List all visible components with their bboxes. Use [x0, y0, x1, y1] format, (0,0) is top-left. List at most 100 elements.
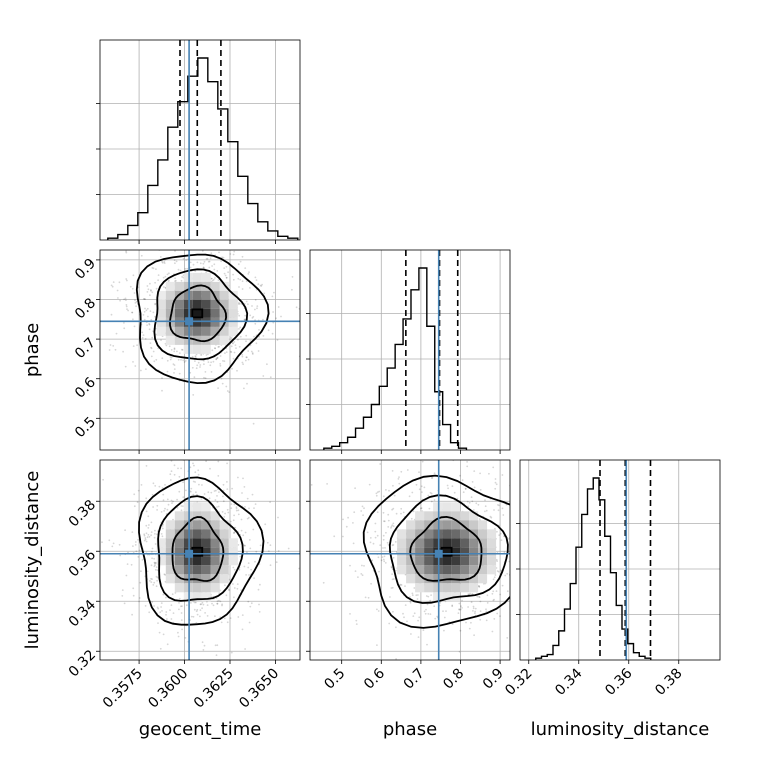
scatter-point-phase-vs-luminosity-distance: [415, 594, 418, 597]
scatter-point-geocent-time-vs-luminosity-distance: [166, 618, 168, 620]
scatter-point-phase-vs-luminosity-distance: [429, 491, 432, 494]
density-cell-geocent-time-vs-luminosity-distance: [165, 520, 175, 530]
scatter-point-geocent-time-vs-luminosity-distance: [171, 502, 173, 504]
contour-geocent-time-vs-phase-2: [135, 253, 270, 385]
density-cell-geocent-time-vs-phase: [228, 290, 238, 300]
density-cell-phase-vs-luminosity-distance: [478, 538, 488, 548]
scatter-point-geocent-time-vs-phase: [218, 345, 221, 348]
scatter-point-geocent-time-vs-luminosity-distance: [144, 605, 147, 607]
scatter-point-geocent-time-vs-phase: [189, 261, 192, 264]
scatter-point-geocent-time-vs-luminosity-distance: [156, 509, 159, 511]
density-cell-geocent-time-vs-luminosity-distance: [201, 520, 211, 530]
density-cell-phase-vs-luminosity-distance: [478, 520, 488, 530]
scatter-point-geocent-time-vs-luminosity-distance: [218, 599, 220, 602]
density-cell-phase-vs-luminosity-distance: [415, 574, 425, 584]
pair-panel-phase-vs-luminosity-distance: [306, 459, 511, 664]
scatter-point-phase-vs-luminosity-distance: [453, 491, 456, 494]
scatter-point-geocent-time-vs-luminosity-distance: [154, 568, 157, 571]
scatter-point-geocent-time-vs-phase: [259, 284, 262, 287]
density-cell-geocent-time-vs-luminosity-distance: [201, 556, 211, 566]
scatter-point-geocent-time-vs-luminosity-distance: [216, 602, 219, 605]
scatter-point-geocent-time-vs-luminosity-distance: [131, 531, 134, 533]
scatter-point-phase-vs-luminosity-distance: [361, 564, 363, 567]
scatter-point-geocent-time-vs-luminosity-distance: [199, 609, 202, 611]
scatter-point-geocent-time-vs-luminosity-distance: [222, 483, 225, 486]
scatter-point-geocent-time-vs-phase: [166, 273, 169, 276]
scatter-point-geocent-time-vs-phase: [209, 364, 212, 367]
scatter-point-geocent-time-vs-luminosity-distance: [181, 605, 183, 607]
scatter-point-geocent-time-vs-phase: [295, 306, 298, 309]
scatter-point-phase-vs-luminosity-distance: [493, 509, 495, 511]
scatter-point-geocent-time-vs-phase: [210, 371, 213, 373]
scatter-point-geocent-time-vs-luminosity-distance: [154, 564, 156, 566]
scatter-point-geocent-time-vs-luminosity-distance: [143, 533, 146, 536]
scatter-point-geocent-time-vs-luminosity-distance: [151, 557, 154, 560]
scatter-point-geocent-time-vs-luminosity-distance: [198, 483, 200, 486]
scatter-point-phase-vs-luminosity-distance: [493, 618, 496, 620]
ylabel-luminosity-distance: luminosity_distance: [22, 471, 43, 650]
scatter-point-geocent-time-vs-phase: [244, 314, 247, 317]
scatter-point-phase-vs-luminosity-distance: [399, 583, 402, 586]
scatter-point-geocent-time-vs-luminosity-distance: [157, 607, 160, 610]
scatter-point-phase-vs-luminosity-distance: [400, 470, 403, 473]
scatter-point-geocent-time-vs-phase: [145, 368, 147, 370]
scatter-point-geocent-time-vs-phase: [143, 298, 146, 300]
scatter-point-geocent-time-vs-luminosity-distance: [161, 525, 164, 527]
density-cell-phase-vs-luminosity-distance: [442, 511, 452, 521]
scatter-point-phase-vs-luminosity-distance: [377, 610, 380, 612]
scatter-point-geocent-time-vs-luminosity-distance: [233, 568, 236, 571]
scatter-point-geocent-time-vs-phase: [136, 344, 139, 347]
scatter-point-geocent-time-vs-luminosity-distance: [153, 561, 156, 564]
scatter-point-geocent-time-vs-luminosity-distance: [194, 471, 197, 474]
scatter-point-geocent-time-vs-phase: [217, 387, 220, 389]
scatter-point-geocent-time-vs-phase: [256, 307, 258, 310]
scatter-point-geocent-time-vs-luminosity-distance: [226, 481, 228, 483]
density-cell-geocent-time-vs-phase: [156, 317, 166, 327]
density-cell-geocent-time-vs-phase: [192, 272, 202, 282]
density-cell-phase-vs-luminosity-distance: [460, 547, 470, 557]
scatter-point-phase-vs-luminosity-distance: [371, 559, 374, 562]
scatter-point-geocent-time-vs-luminosity-distance: [239, 555, 242, 558]
scatter-point-phase-vs-luminosity-distance: [497, 504, 499, 506]
scatter-point-geocent-time-vs-luminosity-distance: [177, 635, 180, 638]
scatter-point-geocent-time-vs-luminosity-distance: [216, 644, 219, 647]
scatter-point-geocent-time-vs-luminosity-distance: [202, 603, 205, 606]
scatter-point-geocent-time-vs-luminosity-distance: [251, 493, 254, 496]
scatter-point-geocent-time-vs-luminosity-distance: [170, 460, 173, 462]
density-cell-geocent-time-vs-phase: [201, 299, 211, 309]
scatter-point-phase-vs-luminosity-distance: [418, 488, 421, 491]
scatter-point-geocent-time-vs-luminosity-distance: [229, 617, 232, 619]
density-cell-geocent-time-vs-luminosity-distance: [219, 556, 229, 566]
scatter-point-geocent-time-vs-luminosity-distance: [189, 466, 192, 469]
scatter-point-geocent-time-vs-phase: [212, 360, 215, 363]
scatter-point-geocent-time-vs-phase: [134, 299, 136, 302]
density-cell-phase-vs-luminosity-distance: [433, 592, 443, 602]
density-cell-phase-vs-luminosity-distance: [451, 565, 461, 575]
scatter-point-geocent-time-vs-phase: [141, 331, 144, 334]
scatter-point-geocent-time-vs-luminosity-distance: [192, 462, 194, 465]
scatter-point-geocent-time-vs-luminosity-distance: [257, 588, 260, 591]
scatter-point-phase-vs-luminosity-distance: [458, 608, 461, 611]
density-cell-geocent-time-vs-phase: [210, 335, 220, 345]
scatter-point-geocent-time-vs-phase: [257, 283, 260, 285]
scatter-point-phase-vs-luminosity-distance: [503, 551, 506, 554]
scatter-point-geocent-time-vs-luminosity-distance: [161, 487, 164, 489]
scatter-point-geocent-time-vs-luminosity-distance: [237, 616, 240, 618]
scatter-point-phase-vs-luminosity-distance: [501, 507, 504, 510]
scatter-point-geocent-time-vs-phase: [233, 351, 236, 354]
scatter-point-geocent-time-vs-luminosity-distance: [163, 510, 166, 512]
scatter-point-phase-vs-luminosity-distance: [342, 535, 344, 538]
scatter-point-phase-vs-luminosity-distance: [433, 499, 436, 501]
density-cell-phase-vs-luminosity-distance: [415, 538, 425, 548]
scatter-point-geocent-time-vs-luminosity-distance: [170, 470, 173, 473]
scatter-point-phase-vs-luminosity-distance: [379, 463, 382, 465]
scatter-point-geocent-time-vs-luminosity-distance: [150, 577, 152, 580]
scatter-point-geocent-time-vs-phase: [244, 318, 247, 321]
scatter-point-geocent-time-vs-luminosity-distance: [150, 531, 153, 533]
density-cell-geocent-time-vs-phase: [174, 335, 184, 345]
scatter-point-geocent-time-vs-phase: [221, 256, 224, 259]
scatter-point-geocent-time-vs-phase: [239, 326, 242, 329]
scatter-point-geocent-time-vs-phase: [144, 298, 147, 301]
scatter-point-geocent-time-vs-phase: [175, 279, 177, 282]
scatter-point-geocent-time-vs-luminosity-distance: [158, 485, 161, 488]
